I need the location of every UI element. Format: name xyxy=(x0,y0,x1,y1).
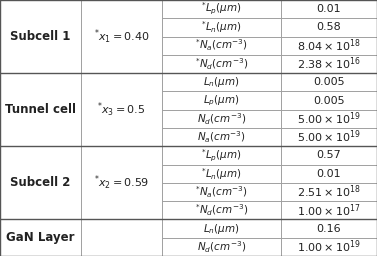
Bar xyxy=(162,18,281,37)
Text: GaN Layer: GaN Layer xyxy=(6,231,75,244)
Text: Subcell 1: Subcell 1 xyxy=(10,30,71,43)
Bar xyxy=(162,146,281,165)
Text: $^{*}N_a(cm^{-3})$: $^{*}N_a(cm^{-3})$ xyxy=(195,38,248,54)
Bar xyxy=(281,55,377,73)
Text: $^{*}x_2 = 0.59$: $^{*}x_2 = 0.59$ xyxy=(94,174,149,192)
Bar xyxy=(281,201,377,219)
Text: $^{*}N_d(cm^{-3})$: $^{*}N_d(cm^{-3})$ xyxy=(195,202,248,218)
Text: $^{*}N_a(cm^{-3})$: $^{*}N_a(cm^{-3})$ xyxy=(195,184,248,200)
Bar xyxy=(281,37,377,55)
Bar xyxy=(162,183,281,201)
Text: $L_n(\mu m)$: $L_n(\mu m)$ xyxy=(203,75,240,89)
Text: $N_d(cm^{-3})$: $N_d(cm^{-3})$ xyxy=(197,239,246,254)
Bar xyxy=(281,0,377,18)
Text: $^{*}x_1 = 0.40$: $^{*}x_1 = 0.40$ xyxy=(93,27,150,46)
Bar xyxy=(281,73,377,91)
Text: $5.00 \times 10^{19}$: $5.00 \times 10^{19}$ xyxy=(297,129,361,145)
Bar xyxy=(0,219,81,256)
Text: 0.005: 0.005 xyxy=(313,95,345,105)
Bar xyxy=(281,219,377,238)
Text: 0.57: 0.57 xyxy=(317,151,341,161)
Text: $L_p(\mu m)$: $L_p(\mu m)$ xyxy=(203,93,240,108)
Bar xyxy=(0,0,81,73)
Bar xyxy=(281,110,377,128)
Bar xyxy=(81,0,162,73)
Text: $2.51 \times 10^{18}$: $2.51 \times 10^{18}$ xyxy=(297,184,361,200)
Bar xyxy=(162,91,281,110)
Text: $^{*}L_p(\mu m)$: $^{*}L_p(\mu m)$ xyxy=(201,147,242,164)
Text: 0.01: 0.01 xyxy=(317,4,341,14)
Text: Subcell 2: Subcell 2 xyxy=(10,176,71,189)
Text: $^{*}x_3 = 0.5$: $^{*}x_3 = 0.5$ xyxy=(97,101,146,119)
Text: $L_n(\mu m)$: $L_n(\mu m)$ xyxy=(203,222,240,236)
Bar xyxy=(162,37,281,55)
Bar xyxy=(281,165,377,183)
Bar xyxy=(162,73,281,91)
Text: $^{*}N_d(cm^{-3})$: $^{*}N_d(cm^{-3})$ xyxy=(195,56,248,72)
Bar xyxy=(162,110,281,128)
Bar xyxy=(81,73,162,146)
Text: 0.58: 0.58 xyxy=(317,23,341,33)
Bar xyxy=(281,91,377,110)
Text: $^{*}L_n(\mu m)$: $^{*}L_n(\mu m)$ xyxy=(201,19,242,35)
Bar xyxy=(281,146,377,165)
Bar xyxy=(162,55,281,73)
Text: $1.00 \times 10^{19}$: $1.00 \times 10^{19}$ xyxy=(297,239,361,255)
Bar xyxy=(162,128,281,146)
Bar xyxy=(281,128,377,146)
Text: $^{*}L_p(\mu m)$: $^{*}L_p(\mu m)$ xyxy=(201,1,242,17)
Bar xyxy=(281,183,377,201)
Text: $N_a(cm^{-3})$: $N_a(cm^{-3})$ xyxy=(197,130,246,145)
Bar xyxy=(0,73,81,146)
Bar xyxy=(162,165,281,183)
Text: $8.04 \times 10^{18}$: $8.04 \times 10^{18}$ xyxy=(297,37,361,54)
Bar xyxy=(281,238,377,256)
Bar xyxy=(281,18,377,37)
Text: $N_d(cm^{-3})$: $N_d(cm^{-3})$ xyxy=(197,111,246,126)
Text: $1.00 \times 10^{17}$: $1.00 \times 10^{17}$ xyxy=(297,202,361,219)
Bar xyxy=(162,0,281,18)
Text: 0.16: 0.16 xyxy=(317,223,341,233)
Bar xyxy=(162,238,281,256)
Bar xyxy=(81,219,162,256)
Bar xyxy=(81,146,162,219)
Text: 0.005: 0.005 xyxy=(313,77,345,87)
Bar xyxy=(162,201,281,219)
Bar xyxy=(0,146,81,219)
Text: $2.38 \times 10^{16}$: $2.38 \times 10^{16}$ xyxy=(297,56,361,72)
Bar xyxy=(162,219,281,238)
Text: 0.01: 0.01 xyxy=(317,169,341,179)
Text: $^{*}L_n(\mu m)$: $^{*}L_n(\mu m)$ xyxy=(201,166,242,182)
Text: Tunnel cell: Tunnel cell xyxy=(5,103,76,116)
Text: $5.00 \times 10^{19}$: $5.00 \times 10^{19}$ xyxy=(297,111,361,127)
